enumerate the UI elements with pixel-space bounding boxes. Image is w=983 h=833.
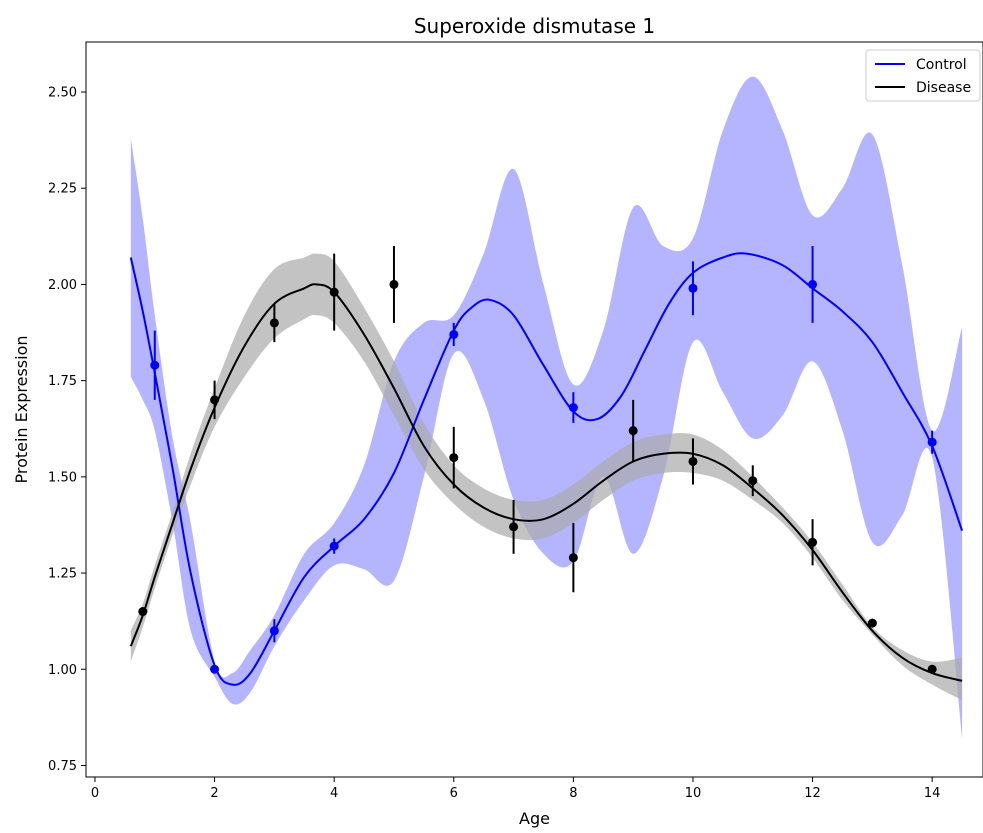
disease-data-point (509, 522, 519, 532)
control-data-point (688, 283, 698, 293)
x-tick-label: 4 (330, 786, 338, 801)
disease-data-point (138, 607, 148, 617)
disease-data-point (808, 537, 818, 547)
control-data-point (449, 329, 459, 339)
plot-frame (85, 41, 983, 778)
y-axis-label: Protein Expression (12, 335, 31, 483)
control-data-point (329, 541, 339, 551)
legend-label-disease: Disease (916, 80, 971, 96)
x-tick-label: 0 (91, 786, 99, 801)
control-data-point (808, 279, 818, 289)
x-tick-label: 14 (924, 786, 941, 801)
y-tick-label: 1.00 (48, 663, 77, 678)
data-points (138, 245, 937, 674)
control-data-point (927, 437, 937, 447)
control-data-point (210, 664, 220, 674)
y-tick-label: 1.75 (48, 374, 77, 389)
disease-data-point (688, 456, 698, 466)
disease-data-point (628, 426, 638, 436)
y-tick-label: 1.50 (48, 470, 77, 485)
chart-title: Superoxide dismutase 1 (414, 14, 655, 38)
y-tick-label: 2.50 (48, 86, 77, 101)
confidence-bands (130, 76, 963, 739)
disease-data-point (568, 553, 578, 563)
control-confidence-band (130, 76, 963, 739)
disease-data-point (210, 395, 220, 405)
y-tick-label: 2.25 (48, 182, 77, 197)
control-data-point (568, 403, 578, 413)
legend: Control Disease (865, 49, 981, 102)
y-tick-label: 2.00 (48, 278, 77, 293)
disease-data-point (269, 318, 279, 328)
x-tick-label: 6 (450, 786, 458, 801)
disease-data-point (329, 287, 339, 297)
x-tick-label: 8 (569, 786, 577, 801)
control-data-point (269, 626, 279, 636)
y-tick-label: 1.25 (48, 567, 77, 582)
x-tick-label: 2 (210, 786, 218, 801)
x-tick-label: 10 (685, 786, 702, 801)
control-data-point (150, 360, 160, 370)
y-tick-label: 0.75 (48, 759, 77, 774)
disease-data-point (927, 664, 937, 674)
legend-label-control: Control (916, 57, 967, 73)
disease-data-point (748, 476, 758, 486)
disease-data-point (389, 279, 399, 289)
x-axis-label: Age (519, 809, 550, 828)
disease-data-point (449, 453, 459, 463)
y-axis-ticks: 0.75 1.00 1.25 1.50 1.75 2.00 2.25 2.50 (48, 86, 86, 774)
x-axis-ticks: 0 2 4 6 8 10 12 14 (91, 777, 941, 801)
legend-box (865, 49, 981, 102)
x-tick-label: 12 (804, 786, 821, 801)
disease-data-point (867, 618, 877, 628)
